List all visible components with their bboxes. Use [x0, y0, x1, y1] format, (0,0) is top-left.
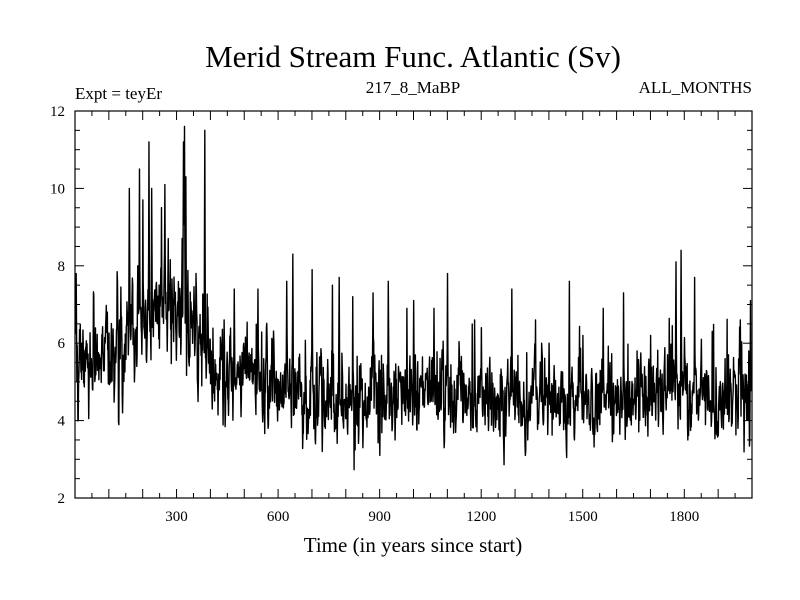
- y-tick-label: 6: [58, 336, 66, 352]
- axes: 300 600 900 1200 1500 1800 2 4 6 8 10 12: [50, 104, 753, 525]
- subtitle-center: 217_8_MaBP: [366, 78, 460, 97]
- x-axis-label: Time (in years since start): [304, 533, 523, 557]
- series-line-amoc: [74, 125, 753, 471]
- x-tick-label: 1200: [466, 509, 496, 525]
- plot-area: [74, 125, 753, 471]
- subtitle-right: ALL_MONTHS: [639, 78, 752, 97]
- y-tick-label: 8: [58, 259, 66, 275]
- y-tick-label: 2: [58, 491, 66, 507]
- y-tick-label: 4: [58, 414, 66, 430]
- x-tick-label: 600: [267, 509, 290, 525]
- y-tick-label: 12: [50, 104, 65, 120]
- x-tick-label: 1800: [669, 509, 699, 525]
- subtitle-left: Expt = teyEr: [75, 84, 162, 103]
- x-tick-label: 1500: [568, 509, 598, 525]
- x-tick-label: 900: [368, 509, 391, 525]
- chart-title: Merid Stream Func. Atlantic (Sv): [205, 39, 621, 74]
- y-tick-label: 10: [50, 181, 65, 197]
- x-tick-label: 300: [165, 509, 188, 525]
